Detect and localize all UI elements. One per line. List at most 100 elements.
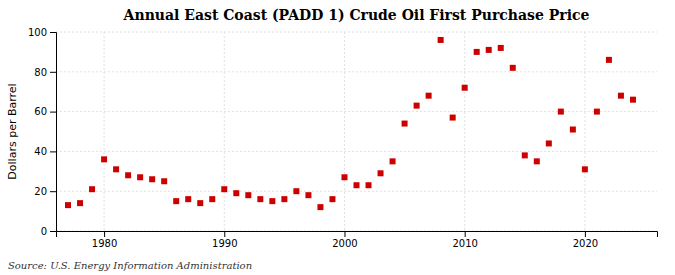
x-tick-label: 2010 <box>452 238 477 249</box>
point <box>486 47 492 53</box>
point <box>582 166 588 172</box>
plot-area: 1980 1990 2000 2010 2020 0 20 40 60 80 100 <box>28 27 658 249</box>
point <box>317 204 323 210</box>
point <box>426 93 432 99</box>
point <box>606 57 612 63</box>
x-tick-mark <box>224 231 225 237</box>
x-tick-label: 1990 <box>212 238 237 249</box>
y-tick: 80 <box>34 67 56 78</box>
grid-line-y <box>56 32 657 33</box>
point <box>89 186 95 192</box>
y-tick-mark <box>50 112 56 113</box>
point <box>414 103 420 109</box>
x-tick-mark <box>585 231 586 237</box>
point <box>293 188 299 194</box>
y-tick-label: 80 <box>34 67 47 78</box>
point <box>341 174 347 180</box>
y-tick-label: 0 <box>41 226 47 237</box>
grid-line-x <box>104 32 105 231</box>
x-tick-mark <box>465 231 466 237</box>
x-tick-label: 1980 <box>92 238 117 249</box>
grid-line-y <box>56 71 657 72</box>
point <box>462 85 468 91</box>
point <box>137 174 143 180</box>
point <box>245 192 251 198</box>
point <box>113 166 119 172</box>
point <box>221 186 227 192</box>
point <box>173 198 179 204</box>
point <box>197 200 203 206</box>
point <box>161 178 167 184</box>
y-tick-mark <box>50 72 56 73</box>
point <box>269 198 275 204</box>
point <box>305 192 311 198</box>
point <box>185 196 191 202</box>
chart: 1980 1990 2000 2010 2020 0 20 40 60 80 100 Annual E… <box>0 0 675 275</box>
y-tick: 60 <box>34 106 56 117</box>
y-tick: 100 <box>28 27 56 38</box>
x-tick-label: 2000 <box>332 238 357 249</box>
x-tick: 1980 <box>92 231 117 249</box>
grid-line-y <box>56 111 657 112</box>
x-tick: 2000 <box>332 231 357 249</box>
point <box>558 109 564 115</box>
title: Annual East Coast (PADD 1) Crude Oil Fir… <box>123 7 590 23</box>
y-tick-mark <box>50 151 56 152</box>
y-axis-label: Dollars per Barrel <box>6 83 19 179</box>
point <box>257 196 263 202</box>
point <box>498 45 504 51</box>
point <box>534 158 540 164</box>
point <box>546 140 552 146</box>
x-tick: 1990 <box>212 231 237 249</box>
point <box>149 176 155 182</box>
point <box>570 127 576 133</box>
y-tick-label: 100 <box>28 27 47 38</box>
point <box>329 196 335 202</box>
grid-line-x <box>464 32 465 231</box>
point <box>65 202 71 208</box>
y-axis-line <box>50 33 57 232</box>
x-tick-mark <box>104 231 105 237</box>
x-tick-label: 2020 <box>573 238 598 249</box>
annotation: Source: U.S. Energy Information Administ… <box>8 260 252 271</box>
point <box>209 196 215 202</box>
y-tick-label: 40 <box>34 146 47 157</box>
grid-line-x <box>224 32 225 231</box>
point <box>594 109 600 115</box>
y-tick-mark <box>50 231 56 232</box>
x-tick: 2020 <box>573 231 598 249</box>
point <box>522 152 528 158</box>
x-axis: 1980 1990 2000 2010 2020 <box>57 231 658 249</box>
y-tick-mark <box>50 191 56 192</box>
grid <box>56 32 657 231</box>
point <box>101 156 107 162</box>
x-axis-line <box>57 232 658 238</box>
grid-line-x <box>344 32 345 231</box>
point <box>402 121 408 127</box>
point <box>450 115 456 121</box>
point <box>630 97 636 103</box>
y-tick: 20 <box>34 186 56 197</box>
grid-line-y <box>56 151 657 152</box>
point <box>618 93 624 99</box>
point <box>366 182 372 188</box>
x-tick-mark <box>344 231 345 237</box>
x-tick: 2010 <box>452 231 477 249</box>
point <box>390 158 396 164</box>
y-tick: 40 <box>34 146 56 157</box>
point <box>281 196 287 202</box>
point <box>378 170 384 176</box>
point <box>125 172 131 178</box>
point <box>354 182 360 188</box>
points <box>65 37 636 210</box>
point <box>474 49 480 55</box>
grid-line-y <box>56 191 657 192</box>
point <box>510 65 516 71</box>
grid-line-x <box>584 32 585 231</box>
y-tick-mark <box>50 32 56 33</box>
point <box>77 200 83 206</box>
y-axis: 0 20 40 60 80 100 <box>28 27 57 237</box>
point <box>233 190 239 196</box>
point <box>438 37 444 43</box>
y-tick: 0 <box>41 226 56 237</box>
